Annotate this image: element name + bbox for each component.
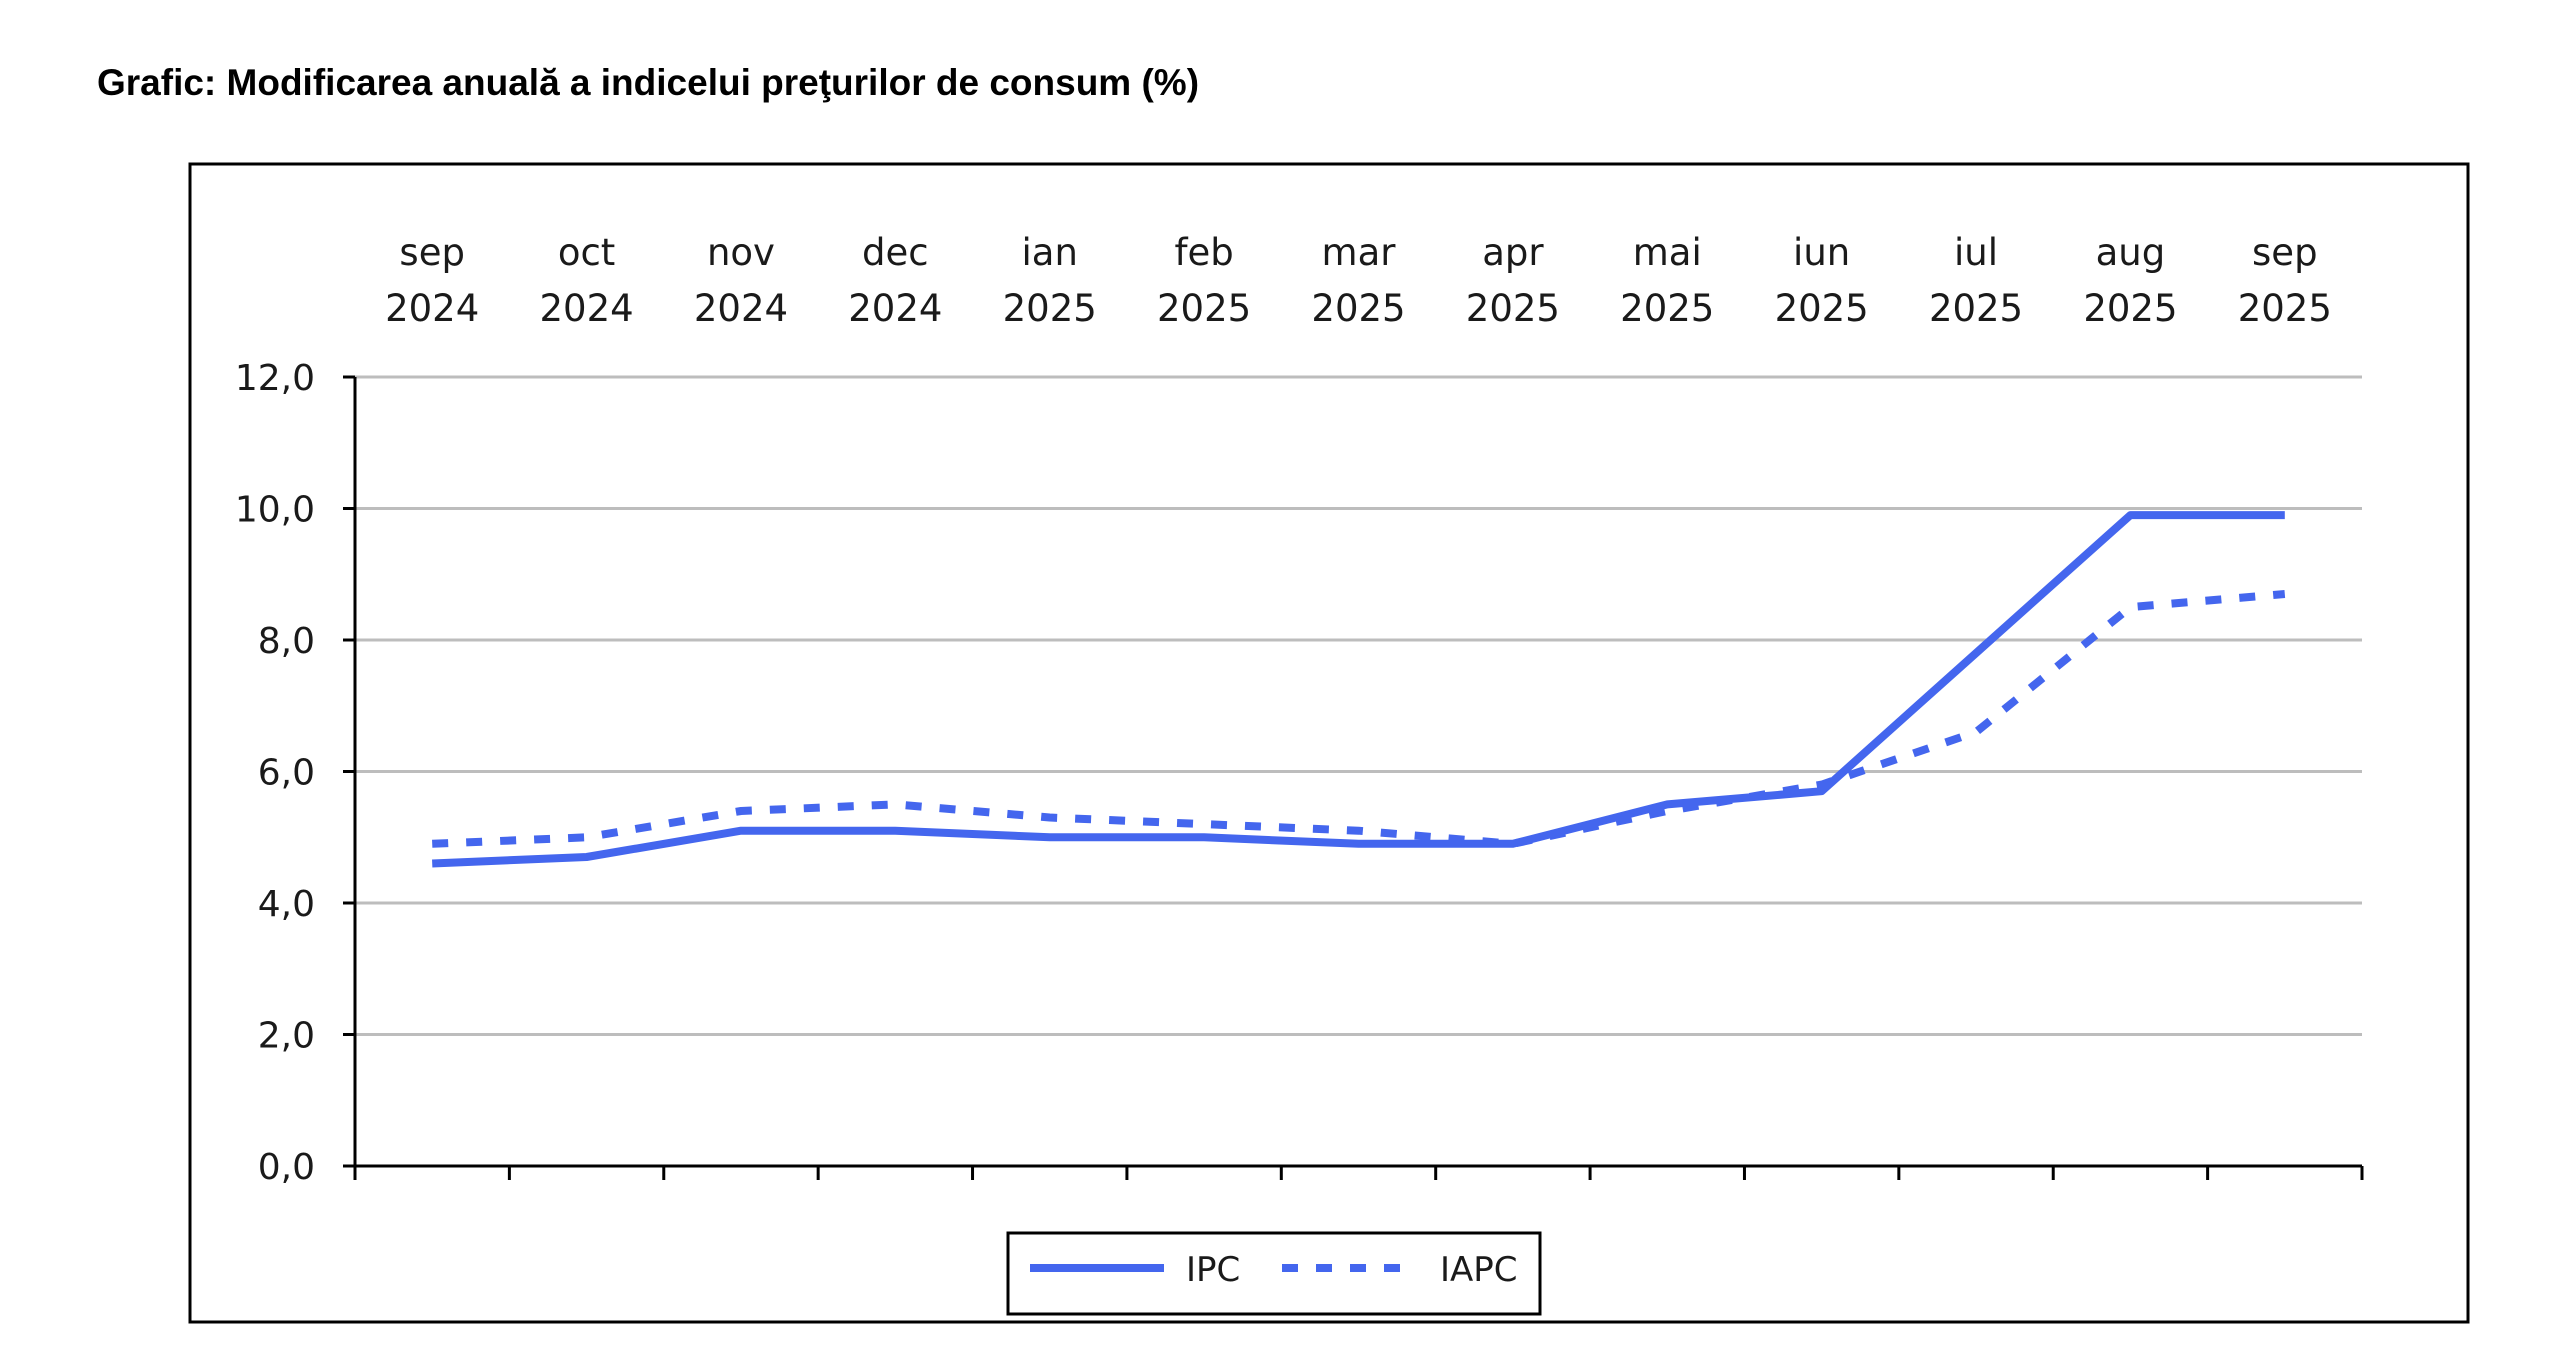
category-year-label: 2024: [385, 287, 479, 330]
category-month-label: ian: [1022, 231, 1078, 274]
legend-label-iapc: IAPC: [1440, 1250, 1518, 1290]
category-month-label: iul: [1954, 231, 1998, 274]
category-year-label: 2025: [1466, 287, 1560, 330]
series-line-iapc: [432, 590, 2286, 848]
category-labels: sep 2024 oct 2024 nov 2024 dec 2024 ian 2025 feb 20…: [385, 231, 2332, 330]
category-month-label: nov: [707, 231, 775, 274]
y-tick-labels: 0,0 2,0 4,0 6,0 8,0 10,0 12,0: [235, 358, 315, 1188]
category-month-label: sep: [2252, 231, 2318, 274]
y-tick-label: 4,0: [258, 884, 315, 925]
category-month-label: feb: [1174, 231, 1233, 274]
category-year-label: 2025: [1003, 287, 1097, 330]
category-year-label: 2025: [1620, 287, 1714, 330]
gridlines: [355, 375, 2362, 1036]
category-year-label: 2025: [2083, 287, 2177, 330]
category-month-label: oct: [558, 231, 616, 274]
legend-label-ipc: IPC: [1186, 1250, 1240, 1290]
axes: [343, 375, 2364, 1180]
category-year-label: 2025: [1929, 287, 2023, 330]
category-year-label: 2024: [848, 287, 942, 330]
category-month-label: dec: [862, 231, 929, 274]
category-year-label: 2025: [1311, 287, 1405, 330]
series-lines: [432, 511, 2286, 868]
y-tick-label: 8,0: [258, 621, 315, 662]
category-month-label: iun: [1793, 231, 1850, 274]
category-month-label: sep: [399, 231, 465, 274]
y-tick-label: 10,0: [235, 490, 315, 531]
category-year-label: 2025: [1157, 287, 1251, 330]
chart-title: Grafic: Modificarea anuală a indicelui p…: [97, 62, 1200, 103]
category-month-label: aug: [2096, 231, 2166, 274]
y-tick-label: 12,0: [235, 358, 315, 399]
category-year-label: 2025: [2238, 287, 2332, 330]
chart-frame: [188, 162, 2470, 1324]
y-tick-label: 0,0: [258, 1147, 315, 1188]
category-year-label: 2025: [1775, 287, 1869, 330]
category-month-label: mai: [1633, 231, 1702, 274]
category-year-label: 2024: [694, 287, 788, 330]
category-month-label: apr: [1482, 231, 1544, 274]
category-month-label: mar: [1322, 231, 1397, 274]
legend: IPC IAPC: [1006, 1231, 1542, 1316]
y-tick-label: 6,0: [258, 753, 315, 794]
category-year-label: 2024: [539, 287, 633, 330]
series-line-ipc: [432, 511, 2285, 868]
legend-box: [1006, 1231, 1542, 1316]
y-tick-label: 2,0: [258, 1016, 315, 1057]
